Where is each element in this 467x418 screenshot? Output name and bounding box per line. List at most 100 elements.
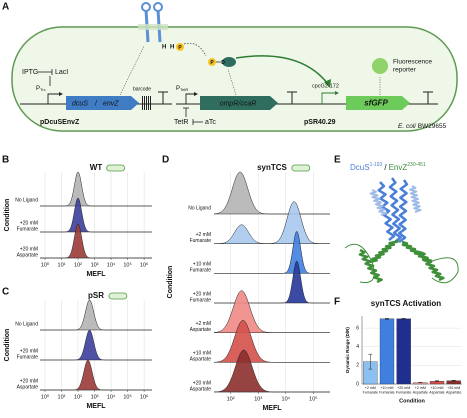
receptor-label: H xyxy=(170,45,174,51)
structure-part: EnvZ xyxy=(389,163,408,172)
x-tick-label: Aspartate xyxy=(413,390,428,394)
panel-label: C xyxy=(2,287,9,298)
y-tick-label: 2 xyxy=(356,363,359,369)
regulator xyxy=(222,57,236,67)
error-bar xyxy=(368,353,373,370)
category-label: +10 mM xyxy=(193,351,211,357)
barcode-stripe xyxy=(146,96,147,110)
category-label: Fumarate xyxy=(17,226,39,232)
category-label: +20 mM xyxy=(20,378,38,384)
x-tick-label: 10² xyxy=(227,396,235,402)
x-tick-label: +10 mM xyxy=(380,386,393,390)
cell xyxy=(11,26,458,132)
category-label: Aspartate xyxy=(190,327,212,333)
regulator-label: D xyxy=(221,60,225,66)
category-label: Aspartate xyxy=(190,386,212,392)
chart-title: synTCS xyxy=(257,163,287,172)
category-label: +20 mM xyxy=(20,246,38,252)
plasmid-icon xyxy=(108,292,128,300)
receptor-head xyxy=(141,2,151,12)
helix xyxy=(368,239,399,264)
expression-arrow xyxy=(119,45,145,96)
category-label: +20 mM xyxy=(193,291,211,297)
y-tick-label: 0 xyxy=(356,381,359,387)
x-axis-title: MEFL xyxy=(262,405,282,412)
x-axis-title: MEFL xyxy=(86,403,106,410)
x-tick-label: 10¹ xyxy=(58,394,66,400)
category-label: Aspartate xyxy=(17,252,39,258)
bar xyxy=(379,318,395,385)
category-label: +10 mM xyxy=(193,262,211,268)
arrow-head xyxy=(324,79,331,88)
y-axis-title: Dynamic Range (D/R) xyxy=(345,327,350,373)
barcode-stripe xyxy=(144,96,145,110)
category-label: Aspartate xyxy=(190,357,212,363)
x-tick-label: 10⁴ xyxy=(107,393,116,400)
x-tick-label: Fumarate xyxy=(363,390,378,394)
gene-label: sfGFP xyxy=(364,99,388,108)
x-axis-title: Condition xyxy=(399,398,425,404)
arrow-head xyxy=(335,91,339,95)
strain-label: E. coli BW29655 xyxy=(398,123,447,130)
reporter-protein xyxy=(372,58,388,74)
promoter-arrow xyxy=(47,93,60,104)
phospho xyxy=(176,43,184,51)
x-tick-label: +2 mM xyxy=(365,386,376,390)
density-ridge xyxy=(214,260,330,304)
promoter-arrow xyxy=(185,93,195,104)
x-tick-label: 10⁰ xyxy=(41,393,50,400)
arrow-head xyxy=(194,92,198,96)
inducer: aTc xyxy=(205,119,216,126)
x-tick-label: 10⁴ xyxy=(282,395,291,402)
plasmid-name: pSR40.29 xyxy=(304,119,336,126)
gene-label: / xyxy=(95,100,97,107)
error-bar xyxy=(451,380,456,382)
density-ridge xyxy=(213,201,331,244)
x-tick-label: 10² xyxy=(74,394,82,400)
promoter-sub: Trc xyxy=(40,87,46,92)
membrane xyxy=(138,24,168,30)
structure-sep: / xyxy=(384,163,387,172)
phospho xyxy=(208,58,216,66)
x-tick-label: 10³ xyxy=(91,394,99,400)
x-tick-label: +20 mM xyxy=(397,386,410,390)
x-tick-label: Aspartate xyxy=(446,390,461,394)
structure-part: DcuS xyxy=(350,163,370,172)
activation-arrow xyxy=(235,55,329,85)
loop xyxy=(344,243,459,284)
x-tick-label: 10¹ xyxy=(58,262,66,268)
x-axis-title: MEFL xyxy=(86,271,106,278)
gene-label: ompR/ccaR xyxy=(220,100,257,107)
helix xyxy=(408,185,422,213)
promoter-main: P xyxy=(36,86,40,92)
helix xyxy=(418,250,445,282)
x-tick-label: 10⁶ xyxy=(140,261,148,268)
x-tick-label: Fumarate xyxy=(379,390,394,394)
gene xyxy=(200,96,278,110)
gene-label: envZ xyxy=(103,100,119,107)
barcode-stripe xyxy=(142,96,143,110)
chart-title: synTCS Activation xyxy=(371,299,441,308)
barcode-stripe xyxy=(150,96,151,110)
x-tick-label: Fumarate xyxy=(396,390,411,394)
panel-label: A xyxy=(2,2,9,13)
promoter-sub: TetR xyxy=(180,87,188,92)
category-label: +20 mM xyxy=(20,220,38,226)
promoter-label: cpcG2-172 xyxy=(312,83,339,89)
density-ridge xyxy=(213,231,331,274)
category-label: Fumarate xyxy=(190,268,212,274)
bar xyxy=(396,318,411,385)
x-tick-label: 10⁴ xyxy=(107,261,116,268)
x-tick-label: +2 mM xyxy=(415,386,426,390)
promoter-label: PTrc xyxy=(36,86,46,92)
y-axis-title: Condition xyxy=(4,199,11,232)
error-bar xyxy=(435,380,439,382)
plasmid-icon xyxy=(291,164,311,172)
plasmid-name: pDcuSEnvZ xyxy=(40,119,80,126)
density-ridge xyxy=(40,329,152,361)
x-tick-label: 10⁵ xyxy=(123,261,131,268)
category-label: Fumarate xyxy=(190,238,212,244)
x-tick-label: Aspartate xyxy=(429,390,444,394)
panel-label: D xyxy=(162,155,169,166)
